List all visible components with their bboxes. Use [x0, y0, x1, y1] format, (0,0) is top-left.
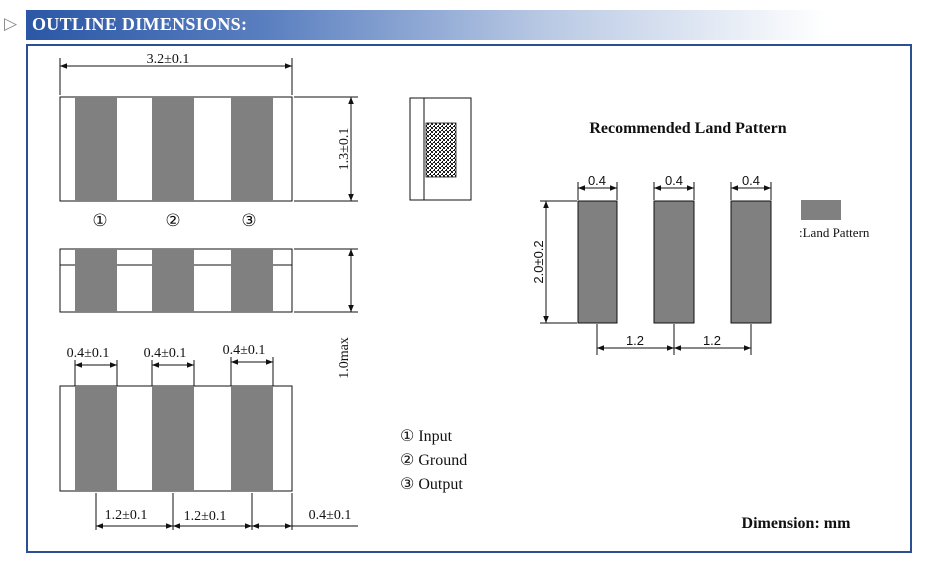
triangle-right-icon: ▷: [4, 14, 18, 34]
electrode: [231, 97, 273, 201]
chip-element: [425, 122, 457, 178]
land-pad: [730, 200, 772, 324]
pad-width-dim-1: 0.4: [588, 173, 606, 188]
pin-number-1: ①: [92, 211, 107, 230]
side-height-dim: 1.0max: [337, 337, 352, 379]
pin-legend: ① Input ② Ground ③ Output: [400, 428, 467, 493]
pitch-dim-2: 1.2±0.1: [184, 509, 227, 524]
land-pattern-title: Recommended Land Pattern: [589, 120, 786, 137]
electrode: [231, 249, 273, 312]
pad-height-dim: 2.0±0.2: [531, 240, 546, 283]
top-height-dim: 1.3±0.1: [337, 128, 352, 171]
electrode: [75, 386, 117, 491]
units-label: Dimension: mm: [742, 515, 852, 532]
legend-input: ① Input: [400, 428, 453, 445]
land-pad: [577, 200, 618, 324]
electrode: [231, 386, 273, 491]
pad-width-dim-3: 0.4: [742, 173, 760, 188]
land-pattern-swatch: [801, 200, 841, 220]
end-view: [409, 97, 472, 201]
land-pad: [653, 200, 695, 324]
section-title: OUTLINE DIMENSIONS:: [32, 14, 248, 34]
electrode-width-dim-3: 0.4±0.1: [223, 343, 266, 358]
pad-width-dim-2: 0.4: [665, 173, 683, 188]
bottom-view: 0.4±0.1 0.4±0.1 0.4±0.1 1.2±0.1 1.2±0.1 …: [59, 343, 358, 530]
pin-number-2: ②: [165, 211, 180, 230]
title-bar: OUTLINE DIMENSIONS:: [26, 10, 826, 40]
side-view: 1.0max: [59, 248, 358, 379]
electrode: [152, 249, 194, 312]
top-width-dim: 3.2±0.1: [147, 52, 190, 67]
electrode-width-dim-2: 0.4±0.1: [144, 346, 187, 361]
electrode: [75, 249, 117, 312]
pitch-dim-1: 1.2±0.1: [105, 508, 148, 523]
land-pitch-dim-1: 1.2: [626, 333, 644, 348]
electrode: [152, 97, 194, 201]
electrode: [152, 386, 194, 491]
section-header: ▷ OUTLINE DIMENSIONS:: [0, 10, 939, 40]
electrode-width-dim-1: 0.4±0.1: [67, 346, 110, 361]
legend-output: ③ Output: [400, 476, 463, 493]
edge-dim: 0.4±0.1: [309, 508, 352, 523]
pin-number-3: ③: [241, 211, 256, 230]
legend-ground: ② Ground: [400, 452, 467, 469]
land-pattern-legend: :Land Pattern: [799, 225, 870, 240]
land-pitch-dim-2: 1.2: [703, 333, 721, 348]
diagram-frame: [26, 44, 912, 553]
electrode: [75, 97, 117, 201]
land-pattern-view: Recommended Land Pattern 0.4 0.4 0.4 2.0…: [531, 120, 870, 355]
top-view: 3.2±0.1 1.3±0.1 ① ② ③: [59, 52, 358, 230]
